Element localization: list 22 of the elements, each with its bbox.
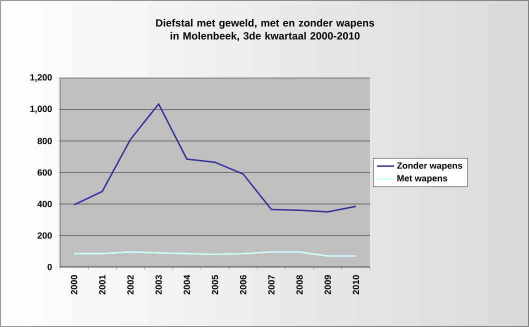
y-tick-label: 0 xyxy=(48,264,52,270)
x-tick-label: 2009 xyxy=(324,275,331,294)
legend-label: Met wapens xyxy=(397,175,448,184)
x-tick-label: 2008 xyxy=(296,275,303,294)
x-tick-label: 2007 xyxy=(268,275,275,294)
y-tick-label: 200 xyxy=(38,232,52,239)
x-tick-label: 2002 xyxy=(127,275,134,294)
y-tick-label: 400 xyxy=(37,200,52,208)
legend-label: Zonder wapens xyxy=(397,162,462,171)
y-tick-label: 600 xyxy=(38,169,52,176)
x-tick-label: 2010 xyxy=(352,275,360,294)
chart-title: Diefstal met geweld, met en zonder wapens in Molenbeek, 3de kwartaal 2000-2010 xyxy=(156,18,374,42)
x-tick-label: 2003 xyxy=(155,275,162,294)
x-tick-label: 2000 xyxy=(70,275,78,294)
x-tick-label: 2005 xyxy=(212,275,218,294)
x-tick-label: 2004 xyxy=(184,274,190,294)
y-tick-label: 1,000 xyxy=(30,106,52,114)
x-tick-label: 2001 xyxy=(99,275,106,294)
y-tick-label: 800 xyxy=(38,138,52,144)
y-tick-label: 1,200 xyxy=(30,74,52,82)
line-series xyxy=(73,103,357,213)
x-tick-label: 2006 xyxy=(240,275,246,294)
